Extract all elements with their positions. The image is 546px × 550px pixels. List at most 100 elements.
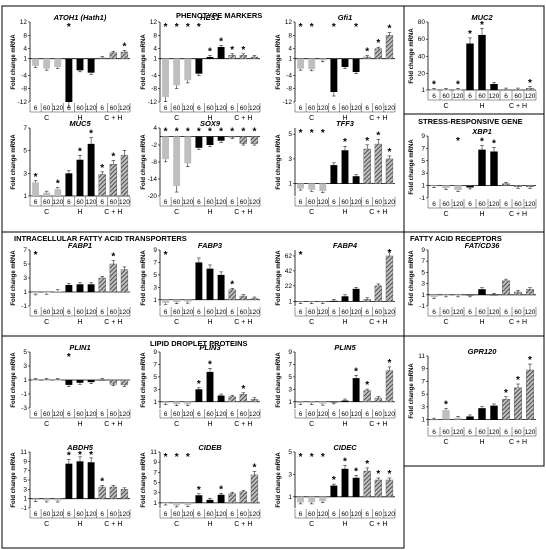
y-tick-label: 12 xyxy=(285,19,293,26)
y-tick-label: 1 xyxy=(288,181,292,188)
significance-star: * xyxy=(516,375,520,386)
section-title-stress: STRESS-RESPONSIVE GENE xyxy=(418,117,523,126)
x-tick-label: 60 xyxy=(110,309,118,316)
bar xyxy=(250,56,259,59)
x-tick-label: 6 xyxy=(197,199,201,206)
chart-gfi1: Gfi1 12 8 4 1 -4 -8 -12 Fold change mRNA * * * * * * * 6… xyxy=(276,13,395,122)
x-tick-label: 60 xyxy=(341,309,349,316)
x-tick-label: 6 xyxy=(332,199,336,206)
bar xyxy=(54,58,62,67)
y-tick-label: -12 xyxy=(148,99,158,106)
bar xyxy=(98,379,106,381)
x-tick-label: 60 xyxy=(442,429,450,436)
significance-star: * xyxy=(456,136,460,147)
x-tick-label: 120 xyxy=(182,511,193,518)
group-label: C xyxy=(443,319,448,326)
x-tick-label: 120 xyxy=(249,411,260,418)
bar xyxy=(184,58,192,81)
x-tick-label: 60 xyxy=(206,309,214,316)
bar xyxy=(184,502,192,505)
x-tick-label: 6 xyxy=(365,309,369,316)
significance-star: * xyxy=(354,466,358,477)
x-tick-label: 60 xyxy=(240,411,248,418)
x-tick-label: 60 xyxy=(240,105,248,112)
significance-star: * xyxy=(186,452,190,463)
bar xyxy=(363,148,371,184)
bar xyxy=(195,58,203,74)
significance-star: * xyxy=(175,22,179,33)
section-box-muc2 xyxy=(403,5,545,115)
bar xyxy=(206,268,214,300)
chart-title: FAT/CD36 xyxy=(465,241,501,250)
x-tick-label: 120 xyxy=(119,105,130,112)
x-tick-label: 60 xyxy=(173,199,181,206)
x-tick-label: 6 xyxy=(365,511,369,518)
bar xyxy=(466,294,474,296)
bar xyxy=(330,165,338,184)
y-axis-label: Fold change mRNA xyxy=(11,352,17,408)
significance-star: * xyxy=(387,24,391,35)
y-axis-label: Fold change mRNA xyxy=(11,34,17,90)
bar xyxy=(341,58,349,67)
y-tick-label: 8 xyxy=(288,32,292,39)
x-tick-label: 60 xyxy=(173,411,181,418)
x-tick-label: 120 xyxy=(216,309,227,316)
significance-star: * xyxy=(432,79,436,90)
x-tick-label: 60 xyxy=(442,93,450,100)
significance-star: * xyxy=(365,459,369,470)
y-tick-label: 22 xyxy=(285,283,293,290)
bar xyxy=(526,369,534,420)
group-label: C xyxy=(174,319,179,326)
y-tick-label: 1 xyxy=(153,56,157,63)
y-tick-label: 3 xyxy=(288,386,292,393)
bar xyxy=(430,294,438,298)
group-label: H xyxy=(479,439,484,446)
bar xyxy=(526,289,534,296)
x-tick-label: 120 xyxy=(86,411,97,418)
group-label: H xyxy=(207,521,212,528)
bar xyxy=(43,380,51,381)
y-axis-label: Fold change mRNA xyxy=(141,452,147,508)
section-title-far: FATTY ACID RECEPTORS xyxy=(410,234,502,243)
chart-title: ATOH1 (Hath1) xyxy=(53,13,107,22)
y-tick-label: 3 xyxy=(23,275,27,282)
x-tick-label: 6 xyxy=(34,199,38,206)
bar xyxy=(109,52,117,59)
y-tick-label: 5 xyxy=(23,261,27,268)
significance-star: * xyxy=(78,450,82,461)
bar xyxy=(43,292,51,293)
significance-star: * xyxy=(186,22,190,33)
y-tick-label: -20 xyxy=(148,193,158,200)
y-tick-label: 1 xyxy=(421,87,425,94)
significance-star: * xyxy=(321,128,325,139)
y-tick-label: 40 xyxy=(418,53,426,60)
x-tick-label: 120 xyxy=(182,309,193,316)
significance-star: * xyxy=(528,78,532,89)
group-label: H xyxy=(342,115,347,122)
x-tick-label: 60 xyxy=(478,429,486,436)
x-tick-label: 6 xyxy=(34,511,38,518)
group-label: H xyxy=(207,319,212,326)
y-tick-label: 3 xyxy=(421,281,425,288)
x-tick-label: 120 xyxy=(384,309,395,316)
significance-star: * xyxy=(122,42,126,53)
x-tick-label: 120 xyxy=(351,411,362,418)
y-tick-label: 9 xyxy=(23,458,27,465)
x-tick-label: 120 xyxy=(52,511,63,518)
bar xyxy=(250,399,259,402)
y-axis-label: Fold change mRNA xyxy=(276,250,282,306)
bar xyxy=(54,291,62,292)
significance-star: * xyxy=(299,128,303,139)
y-axis-label: Fold change mRNA xyxy=(276,134,282,190)
y-tick-label: 9 xyxy=(153,349,157,356)
significance-star: * xyxy=(164,127,168,138)
bar xyxy=(478,408,486,420)
bar xyxy=(184,299,192,302)
x-tick-label: 6 xyxy=(230,105,234,112)
bar xyxy=(217,395,225,402)
chart-hes1: HES1 12 8 4 1 -4 -8 -12 Fold change mRNA * * * * * * * *… xyxy=(141,13,260,122)
x-tick-label: 6 xyxy=(67,105,71,112)
x-tick-label: 6 xyxy=(197,511,201,518)
bar xyxy=(374,397,382,402)
